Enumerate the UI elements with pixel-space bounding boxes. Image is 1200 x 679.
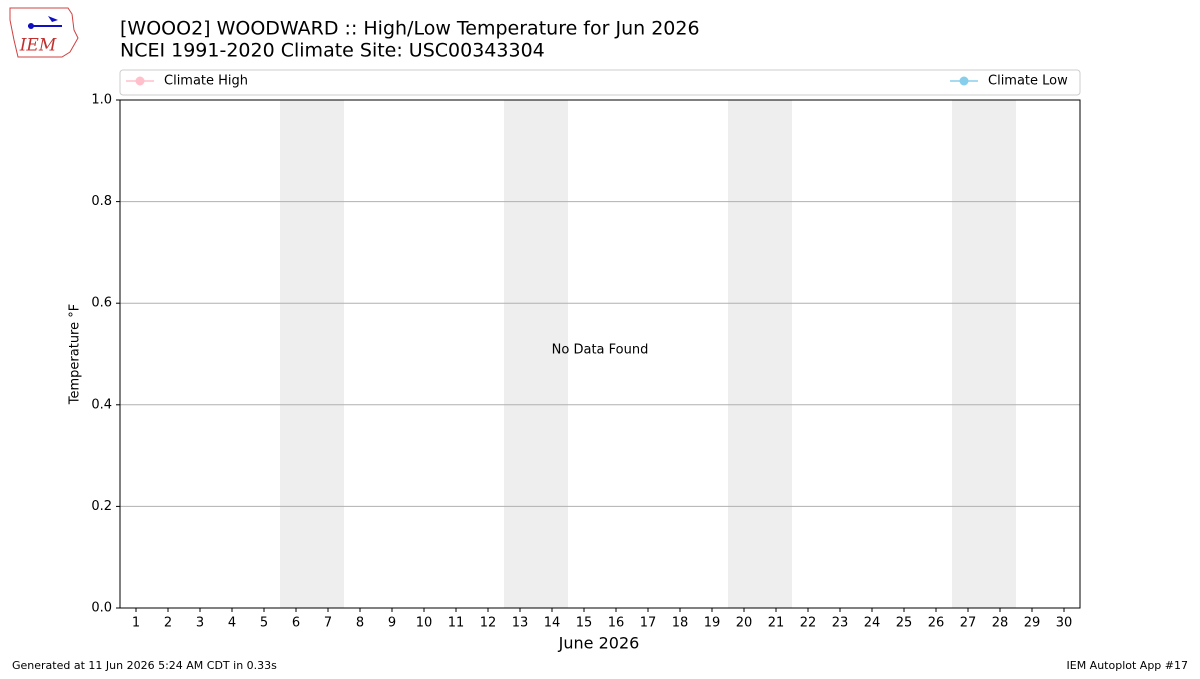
x-tick-label: 7 xyxy=(324,616,332,631)
y-tick-label: 0.0 xyxy=(91,601,112,616)
x-tick-label: 12 xyxy=(480,616,497,631)
x-tick-label: 10 xyxy=(416,616,433,631)
x-tick-label: 22 xyxy=(800,616,817,631)
weekend-shade xyxy=(504,100,536,608)
plot-frame xyxy=(119,99,1081,609)
logo: IEM xyxy=(9,7,79,58)
x-tick-label: 29 xyxy=(1024,616,1041,631)
x-tick-label: 1 xyxy=(132,616,140,631)
x-tick-label: 14 xyxy=(544,616,561,631)
x-tick-label: 23 xyxy=(832,616,849,631)
logo-text: IEM xyxy=(19,36,57,56)
x-tick-label: 13 xyxy=(512,616,529,631)
weekend-shade xyxy=(984,100,1016,608)
chart-subtitle: NCEI 1991-2020 Climate Site: USC00343304 xyxy=(120,40,545,62)
y-tick-label: 0.6 xyxy=(91,296,112,311)
weekend-shade xyxy=(536,100,568,608)
x-tick-label: 18 xyxy=(672,616,689,631)
footer-right: IEM Autoplot App #17 xyxy=(1067,659,1189,672)
x-tick-label: 27 xyxy=(960,616,977,631)
x-tick-label: 30 xyxy=(1056,616,1073,631)
x-tick-label: 24 xyxy=(864,616,881,631)
x-tick-label: 15 xyxy=(576,616,593,631)
y-tick-label: 0.4 xyxy=(91,397,112,412)
x-tick-label: 6 xyxy=(292,616,300,631)
weekend-shade xyxy=(312,100,344,608)
weekend-shade xyxy=(728,100,760,608)
y-tick-label: 0.8 xyxy=(91,194,112,209)
weekend-shade xyxy=(760,100,792,608)
x-tick-label: 17 xyxy=(640,616,657,631)
x-tick-label: 19 xyxy=(704,616,721,631)
x-tick-label: 9 xyxy=(388,616,396,631)
y-tick-label: 0.2 xyxy=(91,499,112,514)
x-tick-label: 21 xyxy=(768,616,785,631)
x-tick-label: 3 xyxy=(196,616,204,631)
legend-marker xyxy=(959,76,969,86)
y-axis-label: Temperature °F xyxy=(68,304,83,405)
y-tick-label: 1.0 xyxy=(91,93,112,108)
chart-title: [WOOO2] WOODWARD :: High/Low Temperature… xyxy=(120,18,700,40)
x-tick-label: 16 xyxy=(608,616,625,631)
legend-label: Climate High xyxy=(164,74,248,89)
x-tick-label: 25 xyxy=(896,616,913,631)
weekend-shade xyxy=(952,100,984,608)
annotation: No Data Found xyxy=(552,343,649,358)
legend-marker xyxy=(135,76,145,86)
legend-label: Climate Low xyxy=(988,74,1068,89)
x-tick-label: 8 xyxy=(356,616,364,631)
footer-left: Generated at 11 Jun 2026 5:24 AM CDT in … xyxy=(12,659,277,672)
x-tick-label: 4 xyxy=(228,616,236,631)
weekend-shade xyxy=(280,100,312,608)
x-tick-label: 26 xyxy=(928,616,945,631)
legend xyxy=(119,69,1081,96)
x-tick-label: 2 xyxy=(164,616,172,631)
x-tick-label: 5 xyxy=(260,616,268,631)
x-tick-label: 20 xyxy=(736,616,753,631)
x-tick-label: 11 xyxy=(448,616,465,631)
x-tick-label: 28 xyxy=(992,616,1009,631)
x-axis-label: June 2026 xyxy=(558,634,640,653)
